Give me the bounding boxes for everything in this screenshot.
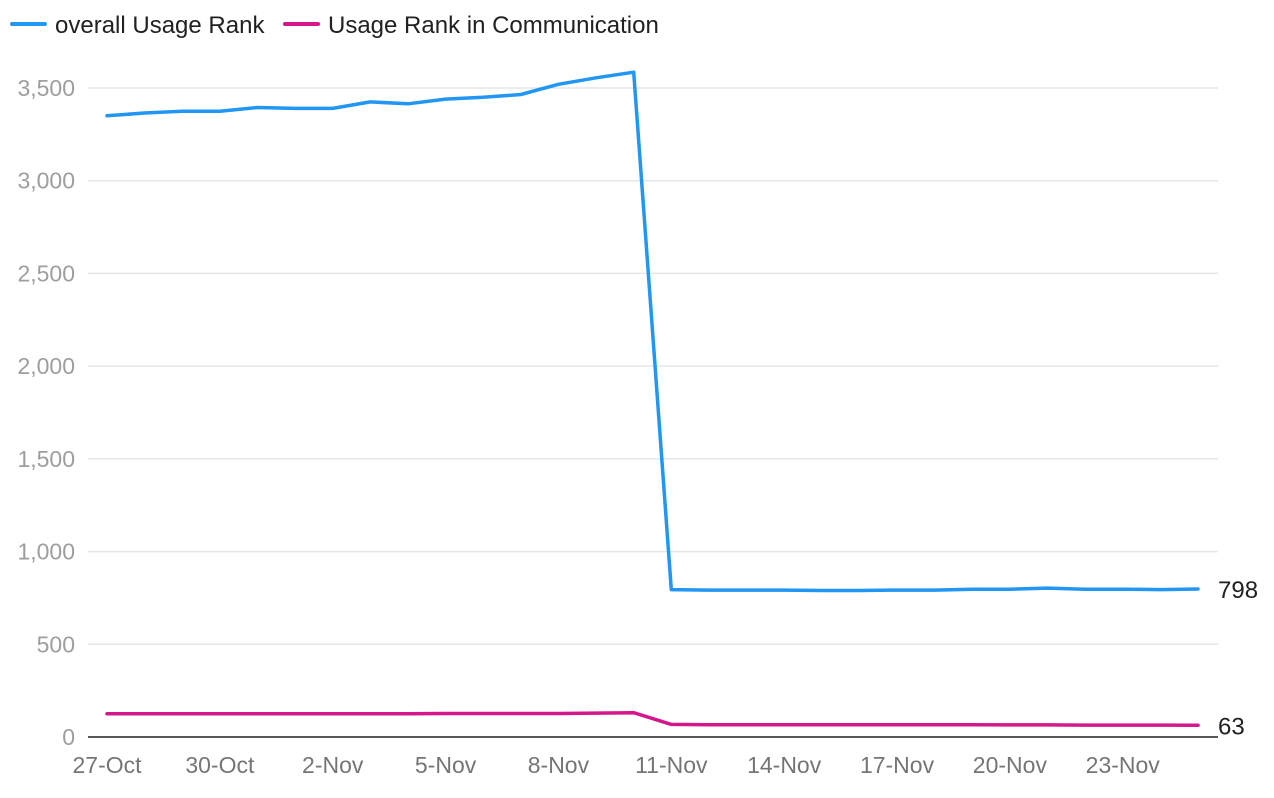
- x-tick-label: 11-Nov: [635, 752, 708, 778]
- x-tick-label: 23-Nov: [1086, 752, 1161, 778]
- x-tick-label: 17-Nov: [860, 752, 935, 778]
- x-tick-label: 2-Nov: [302, 752, 364, 778]
- legend-label: Usage Rank in Communication: [328, 12, 659, 39]
- x-axis-ticks: 27-Oct 30-Oct 2-Nov 5-Nov 8-Nov 11-Nov 14-Nov 1…: [72, 752, 1160, 778]
- x-tick-label: 8-Nov: [528, 752, 590, 778]
- gridlines: [88, 87, 1218, 738]
- y-tick-label: 1,500: [17, 446, 75, 472]
- x-tick-label: 30-Oct: [185, 752, 255, 778]
- end-labels: 798 63: [1218, 577, 1258, 740]
- y-tick-label: 2,500: [17, 260, 75, 286]
- x-tick-label: 5-Nov: [415, 752, 477, 778]
- end-value-label: 63: [1218, 713, 1245, 740]
- series-lines: [105, 70, 1200, 728]
- y-tick-label: 500: [37, 631, 75, 657]
- y-tick-label: 2,000: [17, 353, 75, 379]
- y-tick-label: 0: [62, 724, 75, 750]
- y-axis-ticks: 0 500 1,000 1,500 2,000 2,500 3,000 3,500: [17, 75, 75, 750]
- y-tick-label: 1,000: [17, 539, 75, 565]
- x-tick-label: 14-Nov: [747, 752, 822, 778]
- y-tick-label: 3,500: [17, 75, 75, 101]
- x-tick-label: 20-Nov: [973, 752, 1048, 778]
- legend: overall Usage Rank Usage Rank in Communic…: [10, 12, 659, 39]
- y-tick-label: 3,000: [17, 168, 75, 194]
- series-line-1: [105, 70, 1200, 593]
- end-value-label: 798: [1218, 577, 1258, 604]
- legend-label: overall Usage Rank: [55, 12, 265, 39]
- x-tick-label: 27-Oct: [72, 752, 142, 778]
- series-line-2: [105, 710, 1200, 728]
